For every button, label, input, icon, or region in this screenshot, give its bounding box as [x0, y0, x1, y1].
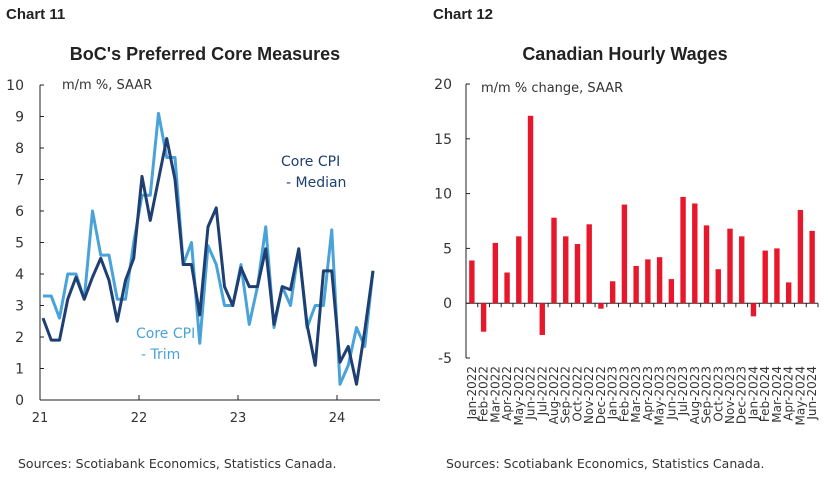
y-tick-label: 15: [434, 132, 452, 148]
bar: [504, 272, 510, 304]
x-tick-label: Apr-2022: [500, 366, 514, 421]
bar: [633, 265, 639, 304]
bar: [539, 303, 545, 335]
chart12-label: Chart 12: [433, 6, 494, 23]
bar: [516, 236, 522, 304]
x-tick-label: Sep-2022: [559, 366, 573, 424]
y-tick-label: 0: [15, 393, 24, 409]
bar: [656, 257, 663, 304]
bar: [797, 210, 804, 304]
bar: [680, 196, 686, 304]
x-tick-label: Oct-2022: [570, 366, 584, 422]
x-tick-label: Mar-2024: [770, 366, 784, 423]
y-tick-label: 20: [434, 77, 452, 93]
bar: [551, 217, 557, 304]
x-tick-label: Dec-2022: [594, 366, 608, 424]
x-tick-label: Aug-2022: [547, 366, 561, 424]
bar: [492, 242, 499, 304]
bar: [469, 260, 475, 304]
y-tick-label: 6: [15, 204, 24, 220]
x-tick-label: Sep-2023: [700, 366, 714, 424]
y-tick-label: 10: [6, 78, 24, 94]
legend-trim: Core CPI: [136, 326, 195, 342]
legend-median: - Median: [286, 175, 346, 191]
bar: [809, 230, 815, 304]
y-tick-label: 5: [443, 241, 452, 257]
x-tick-label: Mar-2022: [488, 366, 502, 423]
bar: [715, 269, 721, 304]
y-tick-label: 8: [15, 141, 24, 157]
x-tick-label: Jul-2022: [535, 366, 549, 416]
chart11-label: Chart 11: [6, 6, 66, 23]
x-tick-label: May-2023: [653, 366, 667, 425]
chart12-title: Canadian Hourly Wages: [522, 44, 728, 64]
bar: [527, 115, 534, 304]
unit-label: m/m %, SAAR: [62, 78, 152, 93]
x-tick-label: Nov-2023: [723, 366, 737, 424]
chart12-source: Sources: Scotiabank Economics, Statistic…: [446, 456, 765, 471]
x-tick-label: Jan-2024: [746, 366, 760, 420]
bar: [703, 225, 710, 304]
legend-median: Core CPI: [281, 154, 340, 170]
bar: [739, 236, 745, 304]
x-tick-label: Jul-2023: [676, 366, 690, 416]
x-tick-label: 22: [131, 411, 148, 426]
series-line-median: [41, 137, 375, 386]
x-tick-label: Oct-2023: [711, 366, 725, 422]
x-tick-label: Apr-2023: [641, 366, 655, 421]
bar: [785, 282, 792, 304]
y-tick-label: 3: [15, 299, 24, 315]
x-tick-label: Jun-2023: [664, 366, 678, 421]
bar: [621, 204, 628, 304]
y-tick-label: 4: [15, 267, 24, 283]
bar: [750, 303, 757, 317]
y-tick-label: -5: [438, 351, 452, 367]
bar: [645, 259, 651, 304]
x-tick-label: May-2022: [512, 366, 526, 425]
x-tick-label: Apr-2024: [782, 366, 796, 421]
x-tick-label: Feb-2023: [617, 366, 631, 422]
bar: [762, 250, 768, 304]
x-tick-label: Jun-2022: [524, 366, 538, 421]
x-tick-label: Jun-2024: [805, 366, 819, 421]
series-line-trim: [43, 111, 375, 386]
x-tick-label: Aug-2023: [688, 366, 702, 424]
x-tick-label: 23: [230, 411, 247, 426]
x-tick-label: 21: [32, 411, 49, 426]
bar: [598, 303, 604, 309]
x-tick-label: Nov-2022: [582, 366, 596, 424]
chart11-title: BoC's Preferred Core Measures: [69, 44, 341, 64]
bar: [563, 236, 569, 304]
bar: [692, 203, 698, 304]
y-tick-label: 10: [434, 187, 452, 203]
bar: [574, 244, 581, 304]
x-tick-label: Dec-2023: [735, 366, 749, 424]
bar: [727, 228, 733, 304]
chart11-source: Sources: Scotiabank Economics, Statistic…: [18, 456, 337, 471]
y-tick-label: 0: [443, 296, 452, 312]
y-tick-label: 2: [15, 330, 24, 346]
bar: [668, 279, 675, 304]
x-tick-label: 24: [329, 411, 346, 426]
y-tick-label: 9: [15, 110, 24, 126]
x-tick-label: May-2024: [793, 366, 807, 425]
bar: [774, 248, 780, 304]
x-tick-label: Jan-2023: [606, 366, 620, 420]
bar: [480, 303, 487, 332]
x-tick-label: Feb-2022: [477, 366, 491, 422]
x-tick-label: Jan-2022: [465, 366, 479, 420]
x-tick-label: Mar-2023: [629, 366, 643, 423]
y-tick-label: 1: [15, 362, 24, 378]
bar: [609, 281, 616, 304]
bar: [586, 224, 592, 304]
unit-label: m/m % change, SAAR: [481, 81, 623, 96]
y-tick-label: 7: [15, 173, 24, 189]
y-tick-label: 5: [15, 236, 24, 252]
x-tick-label: Feb-2024: [758, 366, 772, 422]
legend-trim: - Trim: [141, 347, 180, 363]
